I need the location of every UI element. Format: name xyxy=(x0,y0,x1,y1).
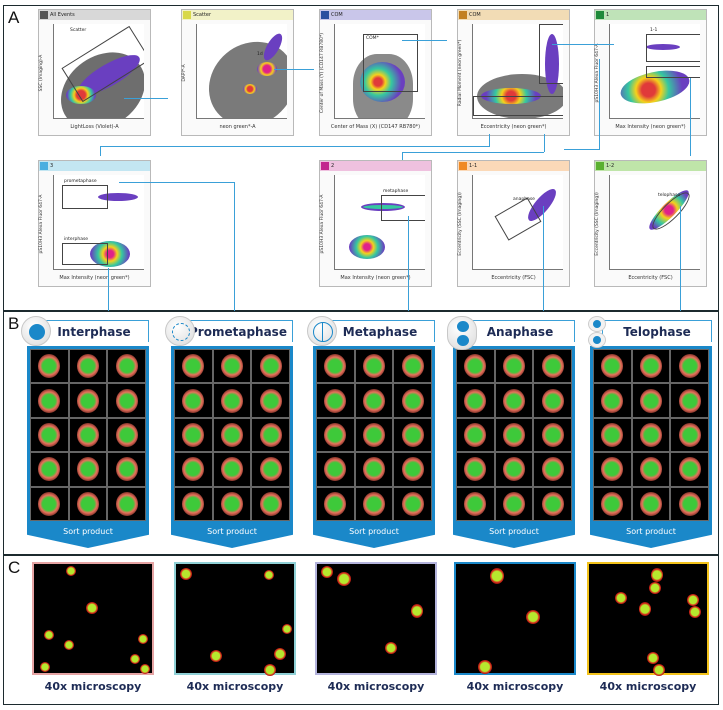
prometaphase-cell-icon xyxy=(165,316,195,346)
flow-arrow xyxy=(599,59,600,149)
microscopy-label: 40x microscopy xyxy=(599,680,697,693)
metaphase-cell-icon xyxy=(307,316,337,346)
microscopy-label: 40x microscopy xyxy=(44,680,142,693)
microscopy-image-prometaphase xyxy=(174,562,296,676)
sort-product-banner: Sort product xyxy=(453,524,575,548)
flow-arrow xyxy=(124,98,168,99)
anaphase-cell-icon xyxy=(447,316,477,350)
section-b-sort: B Interphase Sort product Prometaphase S… xyxy=(3,311,719,555)
microscopy-image-metaphase xyxy=(315,562,437,675)
plot-com: COM COM* Center of Mass (Y) (CD147 RB780… xyxy=(319,9,432,136)
section-letter-b: B xyxy=(8,314,20,333)
microscopy-image-anaphase xyxy=(454,562,576,675)
flow-arrow xyxy=(100,146,490,147)
flow-arrow xyxy=(489,134,490,146)
phase-title: Interphase xyxy=(39,320,149,342)
section-a-gating: A All Events Scatter SSC (Imaging)-A Lig… xyxy=(3,5,719,312)
phase-title: Anaphase xyxy=(465,320,575,342)
plot-gate-3: 3 prometaphase interphase pS10H3 Alexa F… xyxy=(38,160,151,287)
section-letter-a: A xyxy=(8,8,20,27)
plot-all-events: All Events Scatter SSC (Imaging)-A Light… xyxy=(38,9,151,136)
flow-arrow xyxy=(119,182,234,183)
phase-metaphase: Metaphase Sort product xyxy=(307,316,437,548)
flow-arrow xyxy=(564,149,600,150)
sort-product-banner: Sort product xyxy=(27,524,149,548)
flow-arrow xyxy=(544,134,545,152)
flow-arrow xyxy=(234,182,235,312)
plot-title: All Events xyxy=(50,12,75,18)
sort-product-banner: Sort product xyxy=(590,524,712,548)
flow-arrow xyxy=(552,44,614,45)
cell-image-grid xyxy=(313,346,435,524)
microscopy-image-interphase xyxy=(32,562,154,675)
flow-arrow xyxy=(543,206,544,312)
phase-telophase: Telophase Sort product xyxy=(584,316,714,548)
sort-product-banner: Sort product xyxy=(313,524,435,548)
microscopy-label: 40x microscopy xyxy=(466,680,564,693)
flow-arrow xyxy=(402,152,403,160)
phase-prometaphase: Prometaphase Sort product xyxy=(165,316,295,548)
cell-image-grid xyxy=(27,346,149,524)
microscopy-image-telophase xyxy=(587,562,709,676)
phase-title: Prometaphase xyxy=(183,320,293,342)
plot-gate-1-1: 1-1 anaphase Eccentricity (SSC (Imaging)… xyxy=(457,160,570,287)
phase-title: Telophase xyxy=(602,320,712,342)
flow-arrow xyxy=(274,69,314,70)
phase-anaphase: Anaphase Sort product xyxy=(447,316,577,548)
telophase-cell-icon xyxy=(584,316,614,348)
flow-arrow xyxy=(108,268,109,312)
flow-arrow xyxy=(100,146,101,156)
interphase-cell-icon xyxy=(21,316,51,346)
section-c-microscopy: C 40x microscopy 40x microscopy 40x micr… xyxy=(3,555,719,705)
sort-product-banner: Sort product xyxy=(171,524,293,548)
plot-com-eccentricity: COM Radial Moment (neon green*) Eccentri… xyxy=(457,9,570,136)
phase-title: Metaphase xyxy=(325,320,435,342)
microscopy-label: 40x microscopy xyxy=(327,680,425,693)
flow-arrow xyxy=(402,40,447,41)
plot-gate-1: 1 1-1 pS10H3 Alexa Fluor 647-A Max Inten… xyxy=(594,9,707,136)
microscopy-label: 40x microscopy xyxy=(186,680,284,693)
plot-scatter: Scatter 1d DAPI*-A neon green*-A xyxy=(181,9,294,136)
cell-image-grid xyxy=(590,346,712,524)
plot-gate-1-2: 1-2 telophase Eccentricity (SSC (Imaging… xyxy=(594,160,707,287)
flow-arrow xyxy=(408,216,409,312)
phase-interphase: Interphase Sort product xyxy=(21,316,151,548)
flow-arrow xyxy=(690,78,691,156)
flow-arrow xyxy=(680,206,681,312)
plot-gate-2: 2 metaphase pS10H3 Alexa Fluor 647-A Max… xyxy=(319,160,432,287)
flow-arrow xyxy=(402,152,544,153)
cell-image-grid xyxy=(171,346,293,524)
section-letter-c: C xyxy=(8,558,21,577)
cell-image-grid xyxy=(453,346,575,524)
